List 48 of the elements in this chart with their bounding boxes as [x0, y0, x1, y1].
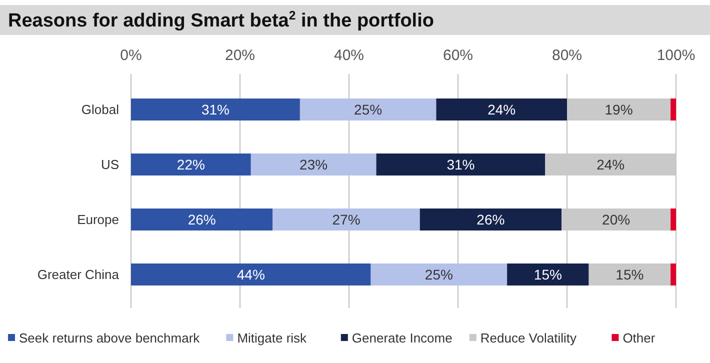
- legend-label: Mitigate risk: [237, 330, 308, 346]
- data-label: 23%: [300, 156, 328, 172]
- x-tick-label: 100%: [656, 47, 696, 64]
- y-tick-label: Greater China: [37, 267, 120, 282]
- data-label: 20%: [602, 211, 630, 228]
- bar: [300, 98, 436, 120]
- bar: [670, 98, 676, 120]
- x-tick-label: 20%: [224, 47, 256, 64]
- data-label: 31%: [446, 156, 475, 172]
- data-label: 15%: [616, 266, 644, 282]
- bar: [507, 264, 589, 286]
- data-label: 22%: [176, 156, 205, 172]
- bar: [131, 98, 300, 120]
- data-label: 19%: [604, 101, 633, 118]
- legend-label: Reduce Volatility: [480, 330, 578, 346]
- x-tick-label: 40%: [334, 47, 364, 64]
- legend-label: Other: [622, 330, 656, 346]
- y-tick-label: Global: [81, 102, 120, 118]
- data-label: 31%: [201, 101, 230, 118]
- x-tick-label: 60%: [442, 47, 474, 64]
- bar: [670, 208, 676, 230]
- legend-label: Seek returns above benchmark: [19, 330, 200, 346]
- bar: [436, 98, 567, 120]
- bar: [670, 264, 676, 286]
- x-tick-label: 0%: [120, 47, 142, 64]
- bar: [250, 154, 376, 176]
- x-tick-label: 80%: [552, 47, 582, 64]
- bar: [131, 264, 371, 286]
- data-label: 27%: [332, 211, 360, 228]
- legend-label: Generate Income: [352, 330, 452, 346]
- data-label: 26%: [476, 211, 505, 228]
- data-label: 15%: [534, 266, 562, 282]
- data-label: 25%: [354, 101, 382, 118]
- bar: [588, 264, 671, 286]
- bar: [420, 208, 562, 230]
- bar: [272, 208, 420, 230]
- data-label: 25%: [424, 266, 453, 282]
- bar: [131, 208, 273, 230]
- bar: [370, 264, 508, 286]
- data-label: 24%: [488, 101, 516, 118]
- bar: [131, 154, 251, 176]
- y-tick-label: Europe: [77, 212, 119, 228]
- data-label: 26%: [188, 211, 216, 228]
- data-label: 44%: [236, 266, 265, 282]
- y-tick-label: US: [100, 157, 120, 172]
- chart-title: Reasons for adding Smart beta$^{2}$ in the portfolio: [8, 8, 434, 32]
- bar: [376, 154, 546, 176]
- data-label: 24%: [596, 156, 625, 172]
